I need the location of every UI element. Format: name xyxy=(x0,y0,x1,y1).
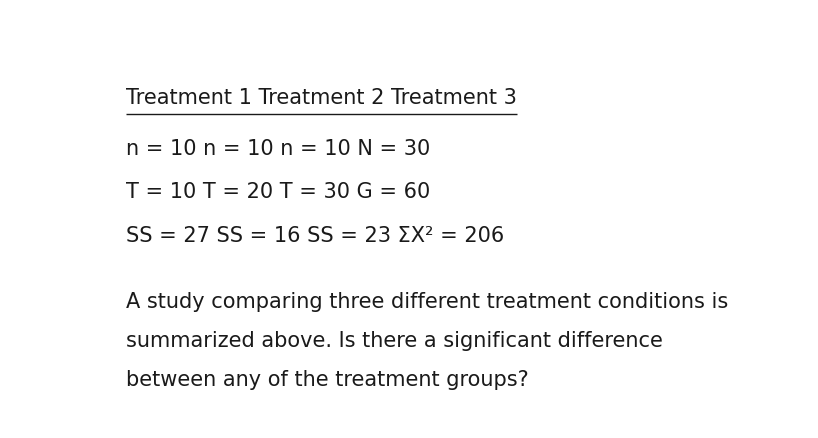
Text: SS = 27 SS = 16 SS = 23 ΣX² = 206: SS = 27 SS = 16 SS = 23 ΣX² = 206 xyxy=(126,226,505,246)
Text: summarized above. Is there a significant difference: summarized above. Is there a significant… xyxy=(126,331,663,351)
Text: n = 10 n = 10 n = 10 N = 30: n = 10 n = 10 n = 10 N = 30 xyxy=(126,138,430,159)
Text: T = 10 T = 20 T = 30 G = 60: T = 10 T = 20 T = 30 G = 60 xyxy=(126,182,430,202)
Text: Treatment 1 Treatment 2 Treatment 3: Treatment 1 Treatment 2 Treatment 3 xyxy=(126,88,517,108)
Text: between any of the treatment groups?: between any of the treatment groups? xyxy=(126,370,529,389)
Text: A study comparing three different treatment conditions is: A study comparing three different treatm… xyxy=(126,292,729,312)
